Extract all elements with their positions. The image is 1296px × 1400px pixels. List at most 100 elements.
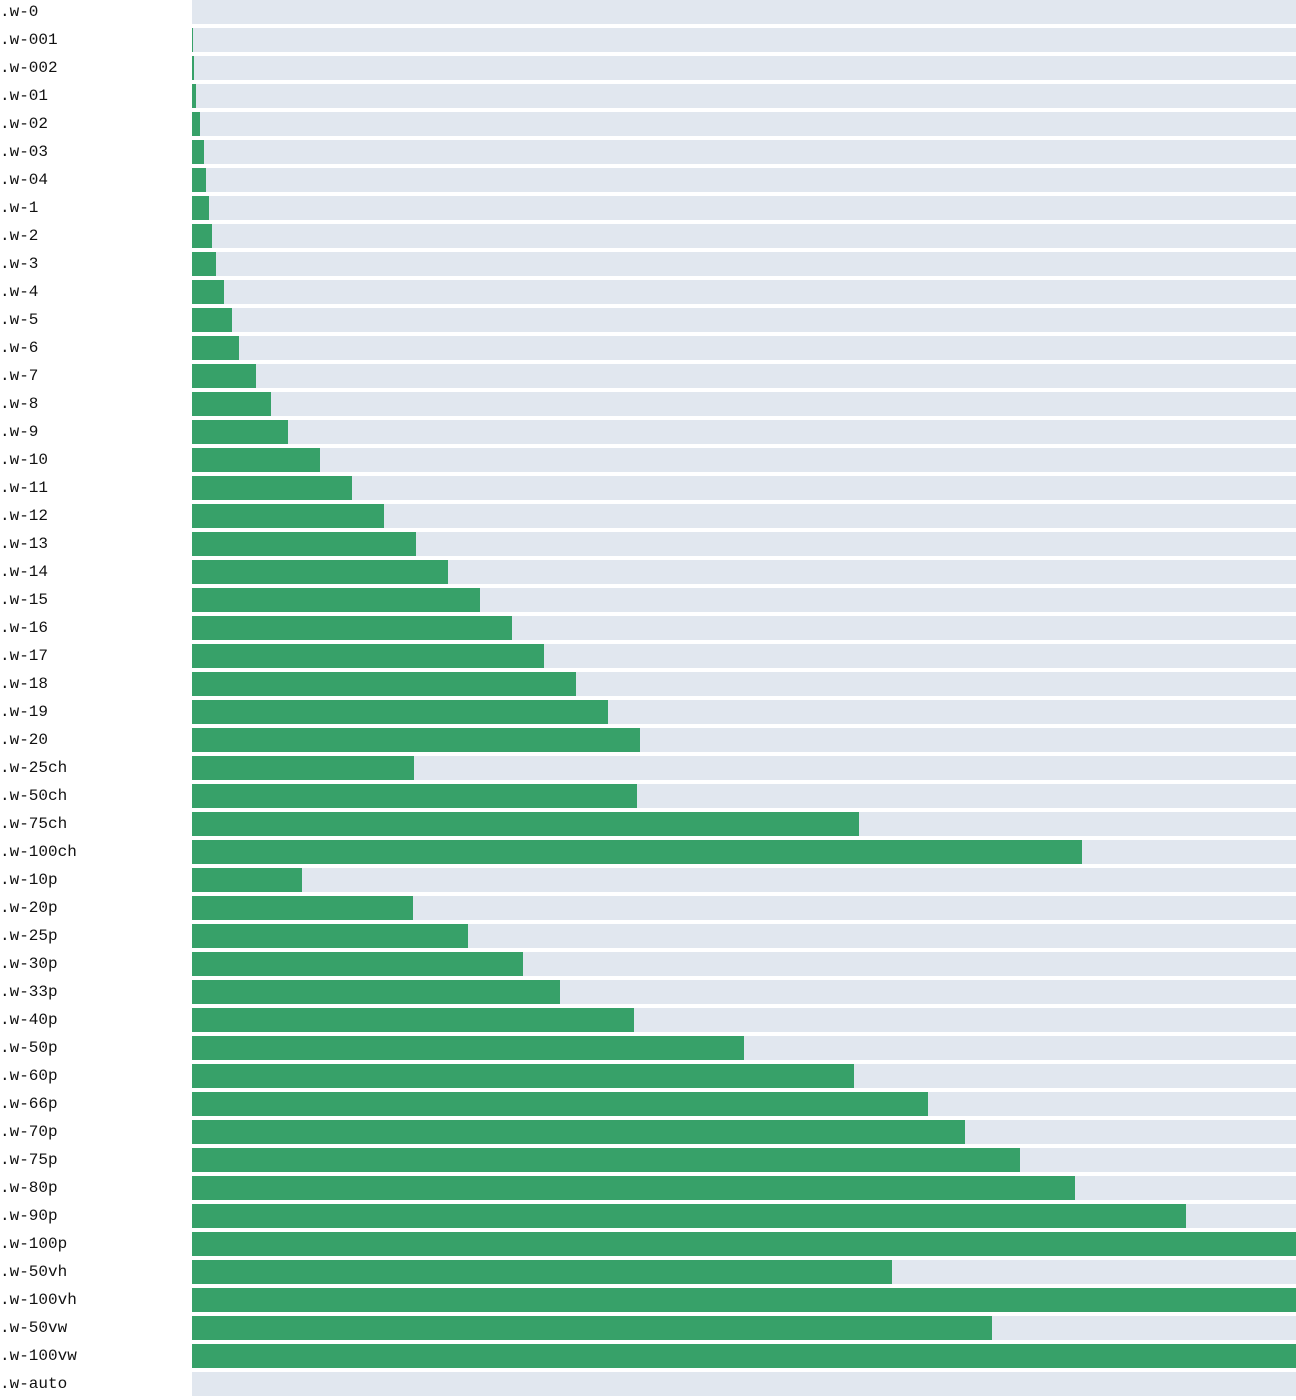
width-track	[192, 644, 1296, 668]
width-fill-bar	[192, 196, 209, 220]
width-fill-bar	[192, 1092, 928, 1116]
width-row: .w-03	[0, 140, 1296, 168]
width-track	[192, 896, 1296, 920]
width-track	[192, 56, 1296, 80]
width-track	[192, 560, 1296, 584]
width-fill-bar	[192, 1344, 1296, 1368]
width-row: .w-30p	[0, 952, 1296, 980]
width-class-label: .w-03	[0, 143, 49, 161]
width-class-label: .w-50ch	[0, 787, 68, 805]
width-class-label: .w-8	[0, 395, 39, 413]
width-fill-bar	[192, 1316, 992, 1340]
width-fill-bar	[192, 1036, 744, 1060]
width-row: .w-12	[0, 504, 1296, 532]
width-row: .w-100p	[0, 1232, 1296, 1260]
width-class-label: .w-7	[0, 367, 39, 385]
width-fill-bar	[192, 952, 523, 976]
width-track	[192, 1092, 1296, 1116]
width-class-label: .w-75ch	[0, 815, 68, 833]
width-track	[192, 364, 1296, 388]
width-row: .w-8	[0, 392, 1296, 420]
width-fill-bar	[192, 812, 859, 836]
width-row: .w-80p	[0, 1176, 1296, 1204]
width-row: .w-70p	[0, 1120, 1296, 1148]
width-class-label: .w-25ch	[0, 759, 68, 777]
width-track	[192, 1232, 1296, 1256]
width-row: .w-10p	[0, 868, 1296, 896]
width-track	[192, 756, 1296, 780]
width-track	[192, 728, 1296, 752]
width-track	[192, 476, 1296, 500]
width-track	[192, 448, 1296, 472]
width-track	[192, 784, 1296, 808]
width-fill-bar	[192, 1288, 1296, 1312]
width-track	[192, 1204, 1296, 1228]
width-class-label: .w-2	[0, 227, 39, 245]
width-class-label: .w-15	[0, 591, 49, 609]
width-class-label: .w-100vh	[0, 1291, 77, 1309]
width-fill-bar	[192, 728, 640, 752]
width-track	[192, 1036, 1296, 1060]
width-fill-bar	[192, 588, 480, 612]
width-fill-bar	[192, 980, 560, 1004]
width-class-label: .w-90p	[0, 1207, 58, 1225]
width-fill-bar	[192, 700, 608, 724]
width-track	[192, 196, 1296, 220]
width-class-label: .w-40p	[0, 1011, 58, 1029]
width-track	[192, 588, 1296, 612]
width-class-label: .w-50vw	[0, 1319, 68, 1337]
width-class-label: .w-10p	[0, 871, 58, 889]
width-fill-bar	[192, 784, 637, 808]
width-class-label: .w-4	[0, 283, 39, 301]
width-row: .w-19	[0, 700, 1296, 728]
width-row: .w-50p	[0, 1036, 1296, 1064]
width-row: .w-50vw	[0, 1316, 1296, 1344]
width-row: .w-13	[0, 532, 1296, 560]
width-class-label: .w-33p	[0, 983, 58, 1001]
width-row: .w-001	[0, 28, 1296, 56]
width-row: .w-002	[0, 56, 1296, 84]
width-row: .w-100ch	[0, 840, 1296, 868]
width-track	[192, 336, 1296, 360]
width-row: .w-2	[0, 224, 1296, 252]
width-row: .w-6	[0, 336, 1296, 364]
width-fill-bar	[192, 840, 1082, 864]
width-track	[192, 0, 1296, 24]
width-row: .w-16	[0, 616, 1296, 644]
width-class-label: .w-3	[0, 255, 39, 273]
width-row: .w-01	[0, 84, 1296, 112]
width-row: .w-40p	[0, 1008, 1296, 1036]
width-track	[192, 1064, 1296, 1088]
width-fill-bar	[192, 1120, 965, 1144]
width-track	[192, 980, 1296, 1004]
width-fill-bar	[192, 616, 512, 640]
width-track	[192, 1260, 1296, 1284]
width-row: .w-75p	[0, 1148, 1296, 1176]
width-track	[192, 1372, 1296, 1396]
width-row: .w-04	[0, 168, 1296, 196]
width-fill-bar	[192, 224, 212, 248]
width-fill-bar	[192, 532, 416, 556]
width-class-label: .w-19	[0, 703, 49, 721]
width-fill-bar	[192, 1176, 1075, 1200]
width-class-label: .w-04	[0, 171, 49, 189]
width-class-label: .w-80p	[0, 1179, 58, 1197]
width-fill-bar	[192, 1204, 1186, 1228]
width-class-label: .w-100ch	[0, 843, 77, 861]
width-track	[192, 504, 1296, 528]
width-track	[192, 672, 1296, 696]
width-track	[192, 868, 1296, 892]
width-row: .w-1	[0, 196, 1296, 224]
width-track	[192, 224, 1296, 248]
width-track	[192, 252, 1296, 276]
width-class-label: .w-66p	[0, 1095, 58, 1113]
width-fill-bar	[192, 280, 224, 304]
width-row: .w-20	[0, 728, 1296, 756]
width-class-label: .w-01	[0, 87, 49, 105]
width-track	[192, 28, 1296, 52]
width-fill-bar	[192, 504, 384, 528]
width-track	[192, 1148, 1296, 1172]
width-row: .w-60p	[0, 1064, 1296, 1092]
width-fill-bar	[192, 168, 206, 192]
